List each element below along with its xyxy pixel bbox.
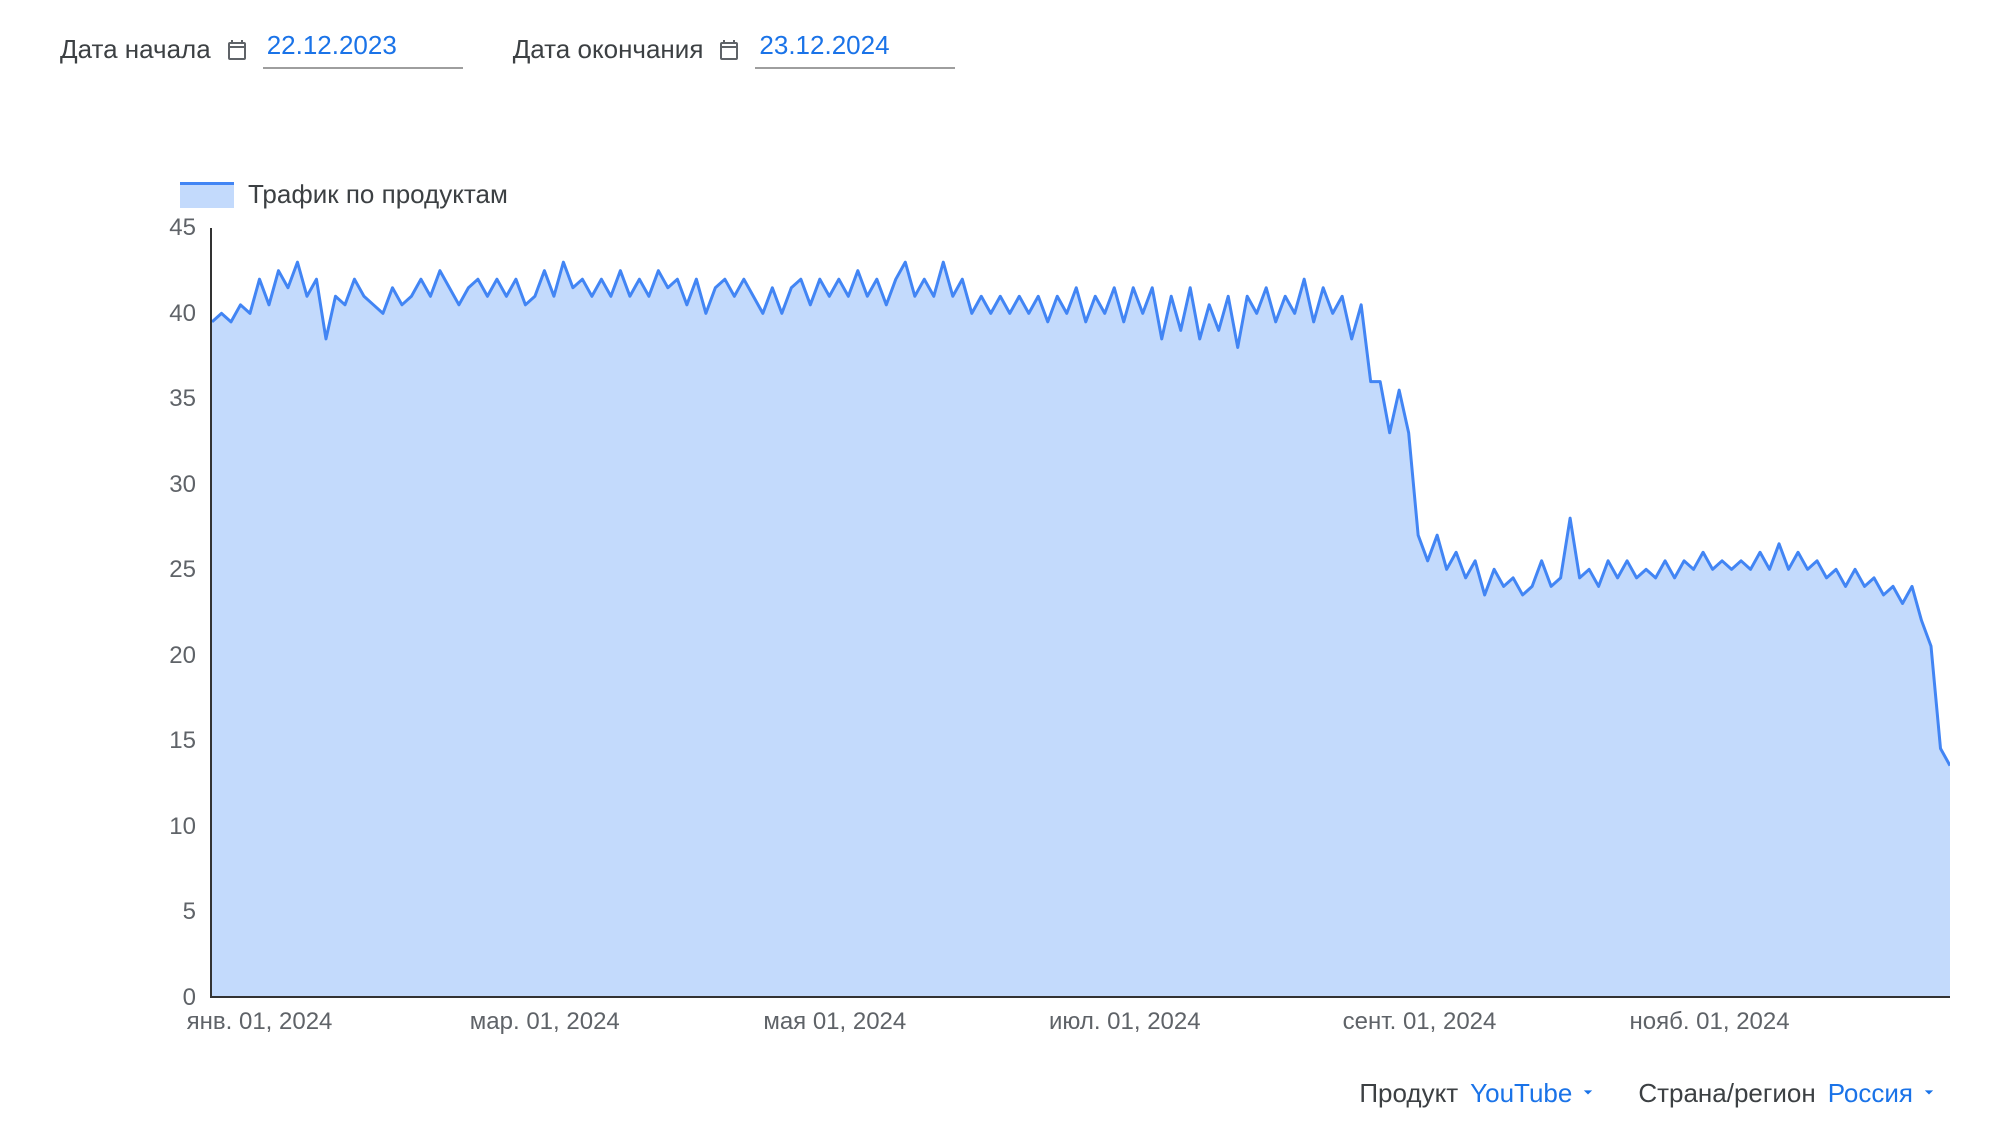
end-date-value: 23.12.2024 [759,30,889,61]
legend-label: Трафик по продуктам [248,179,508,210]
y-tick-label: 5 [183,898,196,926]
y-tick-label: 45 [169,214,196,242]
plot-area: янв. 01, 2024мар. 01, 2024мая 01, 2024ию… [210,228,1950,998]
product-value-dropdown[interactable]: YouTube [1470,1078,1598,1109]
start-date-label: Дата начала [60,34,211,65]
region-value: Россия [1828,1078,1913,1109]
start-date-field[interactable]: Дата начала 22.12.2023 [60,30,463,69]
y-axis: 051015202530354045 [120,228,210,998]
start-date-value: 22.12.2023 [267,30,397,61]
y-tick-label: 20 [169,642,196,670]
x-tick-label: янв. 01, 2024 [187,1008,333,1036]
chevron-down-icon [1578,1078,1598,1109]
y-tick-label: 30 [169,471,196,499]
start-date-input[interactable]: 22.12.2023 [263,30,463,69]
x-tick-label: июл. 01, 2024 [1049,1008,1201,1036]
chart-svg [212,228,1950,996]
chart-area-fill [212,262,1950,996]
end-date-input[interactable]: 23.12.2024 [755,30,955,69]
y-tick-label: 25 [169,556,196,584]
x-tick-label: мая 01, 2024 [763,1008,906,1036]
x-tick-label: мар. 01, 2024 [470,1008,620,1036]
chart-legend: Трафик по продуктам [180,179,1939,210]
product-value: YouTube [1470,1078,1572,1109]
product-selector[interactable]: Продукт YouTube [1359,1078,1598,1109]
chart-footer: Продукт YouTube Страна/регион Россия [1359,1078,1939,1109]
y-tick-label: 10 [169,813,196,841]
calendar-icon [717,38,741,62]
end-date-label: Дата окончания [513,34,704,65]
legend-swatch [180,182,234,208]
y-tick-label: 15 [169,727,196,755]
region-label: Страна/регион [1638,1078,1815,1109]
x-tick-label: нояб. 01, 2024 [1629,1008,1789,1036]
region-selector[interactable]: Страна/регион Россия [1638,1078,1939,1109]
traffic-chart: 051015202530354045 янв. 01, 2024мар. 01,… [120,228,1939,998]
region-value-dropdown[interactable]: Россия [1828,1078,1939,1109]
y-tick-label: 35 [169,385,196,413]
x-tick-label: сент. 01, 2024 [1343,1008,1497,1036]
end-date-field[interactable]: Дата окончания 23.12.2024 [513,30,956,69]
chevron-down-icon [1919,1078,1939,1109]
calendar-icon [225,38,249,62]
date-range-bar: Дата начала 22.12.2023 Дата окончания 23… [60,30,1939,69]
product-label: Продукт [1359,1078,1458,1109]
y-tick-label: 40 [169,300,196,328]
